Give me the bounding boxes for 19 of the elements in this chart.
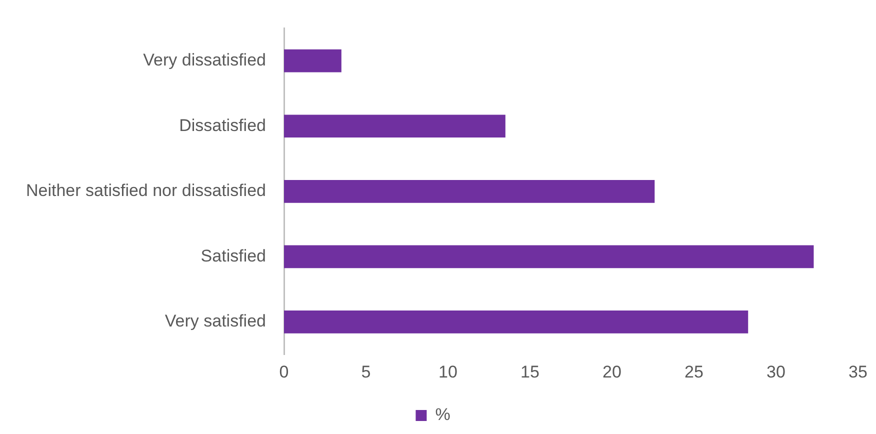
bar [284, 49, 342, 72]
y-tick-label: Dissatisfied [179, 116, 266, 135]
x-tick-label: 15 [520, 362, 540, 382]
x-tick-label: 10 [438, 362, 458, 382]
x-tick-label: 35 [848, 362, 868, 382]
y-tick-label: Satisfied [200, 246, 266, 266]
y-tick-label: Very dissatisfied [143, 50, 266, 70]
y-tick-label: Neither satisfied nor dissatisfied [26, 181, 266, 200]
bar [284, 310, 748, 334]
x-tick-label: 20 [602, 362, 622, 382]
x-tick-label: 30 [766, 362, 786, 382]
bar [284, 114, 506, 138]
legend-label: % [435, 405, 450, 424]
x-tick-label: 5 [361, 362, 371, 382]
x-tick-label: 0 [279, 362, 289, 382]
y-tick-label: Very satisfied [164, 312, 266, 331]
x-tick-label: 25 [684, 362, 704, 382]
bar [284, 180, 655, 203]
bar [284, 245, 814, 268]
